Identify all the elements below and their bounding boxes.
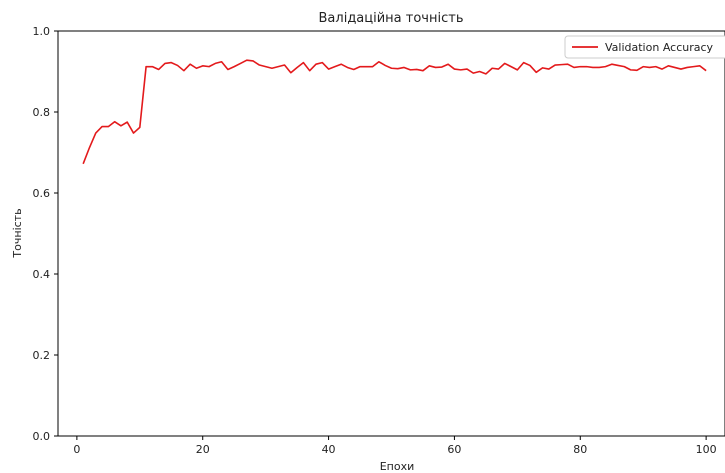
plot-area [57, 30, 725, 437]
y-tick-label: 0.6 [33, 187, 51, 200]
y-tick-label: 1.0 [33, 25, 51, 38]
x-tick-label: 20 [196, 443, 210, 456]
series-line-validation-accuracy [82, 59, 707, 165]
y-tick-label: 0.2 [33, 349, 51, 362]
legend-box [564, 35, 725, 59]
chart-title: Валідаційна точність [319, 11, 464, 26]
y-axis-label: Точність [11, 208, 24, 258]
legend: Validation Accuracy [564, 35, 725, 59]
x-tick-label: 60 [447, 443, 461, 456]
y-tick-label: 0.8 [33, 106, 51, 119]
x-tick-label: 0 [73, 443, 80, 456]
series-layer [82, 59, 707, 165]
y-axis-ticks: 0.0 0.2 0.4 0.6 0.8 1.0 [33, 25, 58, 443]
x-axis-label: Епохи [380, 460, 415, 473]
x-tick-label: 80 [573, 443, 587, 456]
y-tick-label: 0.4 [33, 268, 51, 281]
legend-label: Validation Accuracy [605, 41, 714, 54]
x-tick-label: 40 [322, 443, 336, 456]
x-tick-label: 100 [696, 443, 717, 456]
y-tick-label: 0.0 [33, 430, 51, 443]
x-axis-ticks: 0 20 40 60 80 100 [73, 436, 717, 456]
